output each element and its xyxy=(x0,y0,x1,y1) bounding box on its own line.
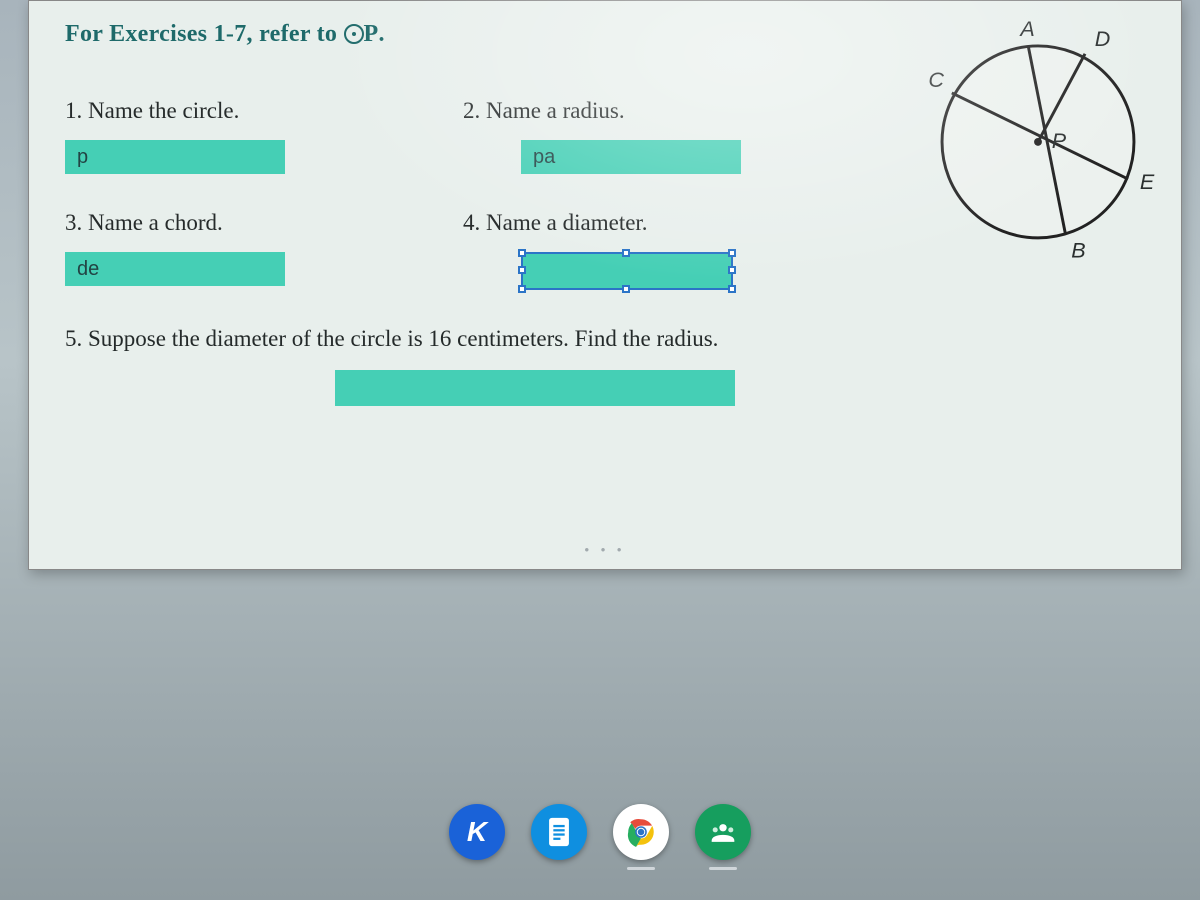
question-5: 5. Suppose the diameter of the circle is… xyxy=(65,326,825,406)
answer-box-1[interactable]: p xyxy=(65,140,285,174)
taskbar-item-docs[interactable] xyxy=(531,804,587,860)
google-classroom-icon xyxy=(695,804,751,860)
svg-text:E: E xyxy=(1140,170,1155,194)
svg-text:B: B xyxy=(1071,238,1085,262)
kami-icon: K xyxy=(449,804,505,860)
question-grid: 1. Name the circle. p 2. Name a radius. … xyxy=(65,98,825,406)
running-indicator-chrome xyxy=(627,867,655,870)
page-ellipsis: • • • xyxy=(585,542,626,557)
resize-handle-mr[interactable] xyxy=(728,266,736,274)
running-indicator-classroom xyxy=(709,867,737,870)
question-2-label: 2. Name a radius. xyxy=(463,98,773,124)
question-3-label: 3. Name a chord. xyxy=(65,210,375,236)
resize-handle-tl[interactable] xyxy=(518,249,526,257)
kami-glyph: K xyxy=(467,816,487,848)
google-docs-icon xyxy=(531,804,587,860)
resize-handle-tm[interactable] xyxy=(622,249,630,257)
answer-box-2[interactable]: pa xyxy=(521,140,741,174)
answer-box-3[interactable]: de xyxy=(65,252,285,286)
answer-box-5[interactable] xyxy=(335,370,735,406)
question-5-label: 5. Suppose the diameter of the circle is… xyxy=(65,326,825,352)
circle-diagram: A D C E B P xyxy=(909,0,1167,279)
question-4: 4. Name a diameter. xyxy=(463,210,773,320)
circle-p-symbol: P xyxy=(344,21,379,48)
chrome-icon xyxy=(613,804,669,860)
taskbar-item-chrome[interactable] xyxy=(613,804,669,860)
question-3: 3. Name a chord. de xyxy=(65,210,375,320)
answer-2-text: pa xyxy=(533,146,555,169)
answer-3-text: de xyxy=(77,258,99,281)
resize-handle-bl[interactable] xyxy=(518,285,526,293)
svg-text:C: C xyxy=(928,68,944,92)
answer-box-4-selected[interactable] xyxy=(521,252,733,290)
taskbar-item-classroom[interactable] xyxy=(695,804,751,860)
svg-text:P: P xyxy=(1052,129,1067,153)
circle-ring-icon xyxy=(344,24,364,44)
svg-text:A: A xyxy=(1018,17,1034,41)
circle-center-label: P xyxy=(364,21,379,47)
resize-handle-br[interactable] xyxy=(728,285,736,293)
taskbar-item-kami[interactable]: K xyxy=(449,804,505,860)
resize-handle-bm[interactable] xyxy=(622,285,630,293)
answer-1-text: p xyxy=(77,146,88,169)
svg-text:D: D xyxy=(1095,27,1111,51)
resize-handle-ml[interactable] xyxy=(518,266,526,274)
header-prefix: For Exercises 1-7, refer to xyxy=(65,21,344,47)
header-suffix: . xyxy=(379,21,385,47)
diagram-center-dot xyxy=(1034,138,1042,146)
resize-handle-tr[interactable] xyxy=(728,249,736,257)
taskbar: K xyxy=(0,792,1200,872)
worksheet-panel: For Exercises 1-7, refer to P. A D C E B P 1.… xyxy=(28,0,1182,570)
question-2: 2. Name a radius. pa xyxy=(463,98,773,204)
question-1-label: 1. Name the circle. xyxy=(65,98,375,124)
question-4-label: 4. Name a diameter. xyxy=(463,210,773,236)
question-1: 1. Name the circle. p xyxy=(65,98,375,204)
